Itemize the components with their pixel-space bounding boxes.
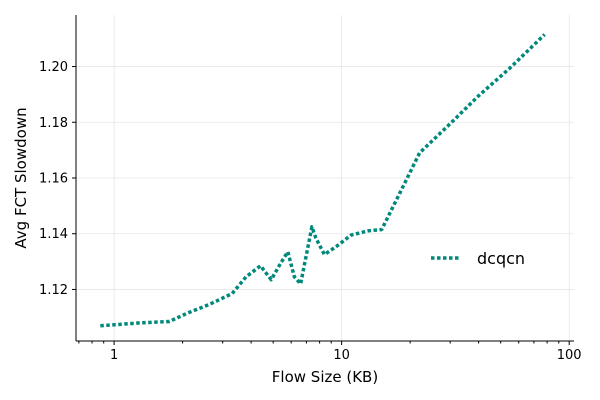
y-tick-label: 1.12 xyxy=(39,283,68,298)
y-tick-label: 1.20 xyxy=(39,60,68,75)
x-tick-label: 10 xyxy=(333,348,350,363)
legend-label-dcqcn: dcqcn xyxy=(477,249,525,268)
y-tick-label: 1.14 xyxy=(39,227,68,242)
ticks: 1.12 1.14 1.16 1.18 1.20 1 10 100 xyxy=(39,60,582,363)
grid xyxy=(76,15,574,341)
y-tick-label: 1.16 xyxy=(39,172,68,187)
x-axis-label: Flow Size (KB) xyxy=(272,368,378,386)
series-line-dcqcn xyxy=(100,33,546,328)
y-axis-label: Avg FCT Slowdown xyxy=(12,107,30,248)
y-tick-label: 1.18 xyxy=(39,116,68,131)
x-tick-label: 1 xyxy=(110,348,118,363)
series-layer xyxy=(100,33,546,328)
x-tick-label: 100 xyxy=(557,348,582,363)
legend: dcqcn xyxy=(431,249,525,268)
